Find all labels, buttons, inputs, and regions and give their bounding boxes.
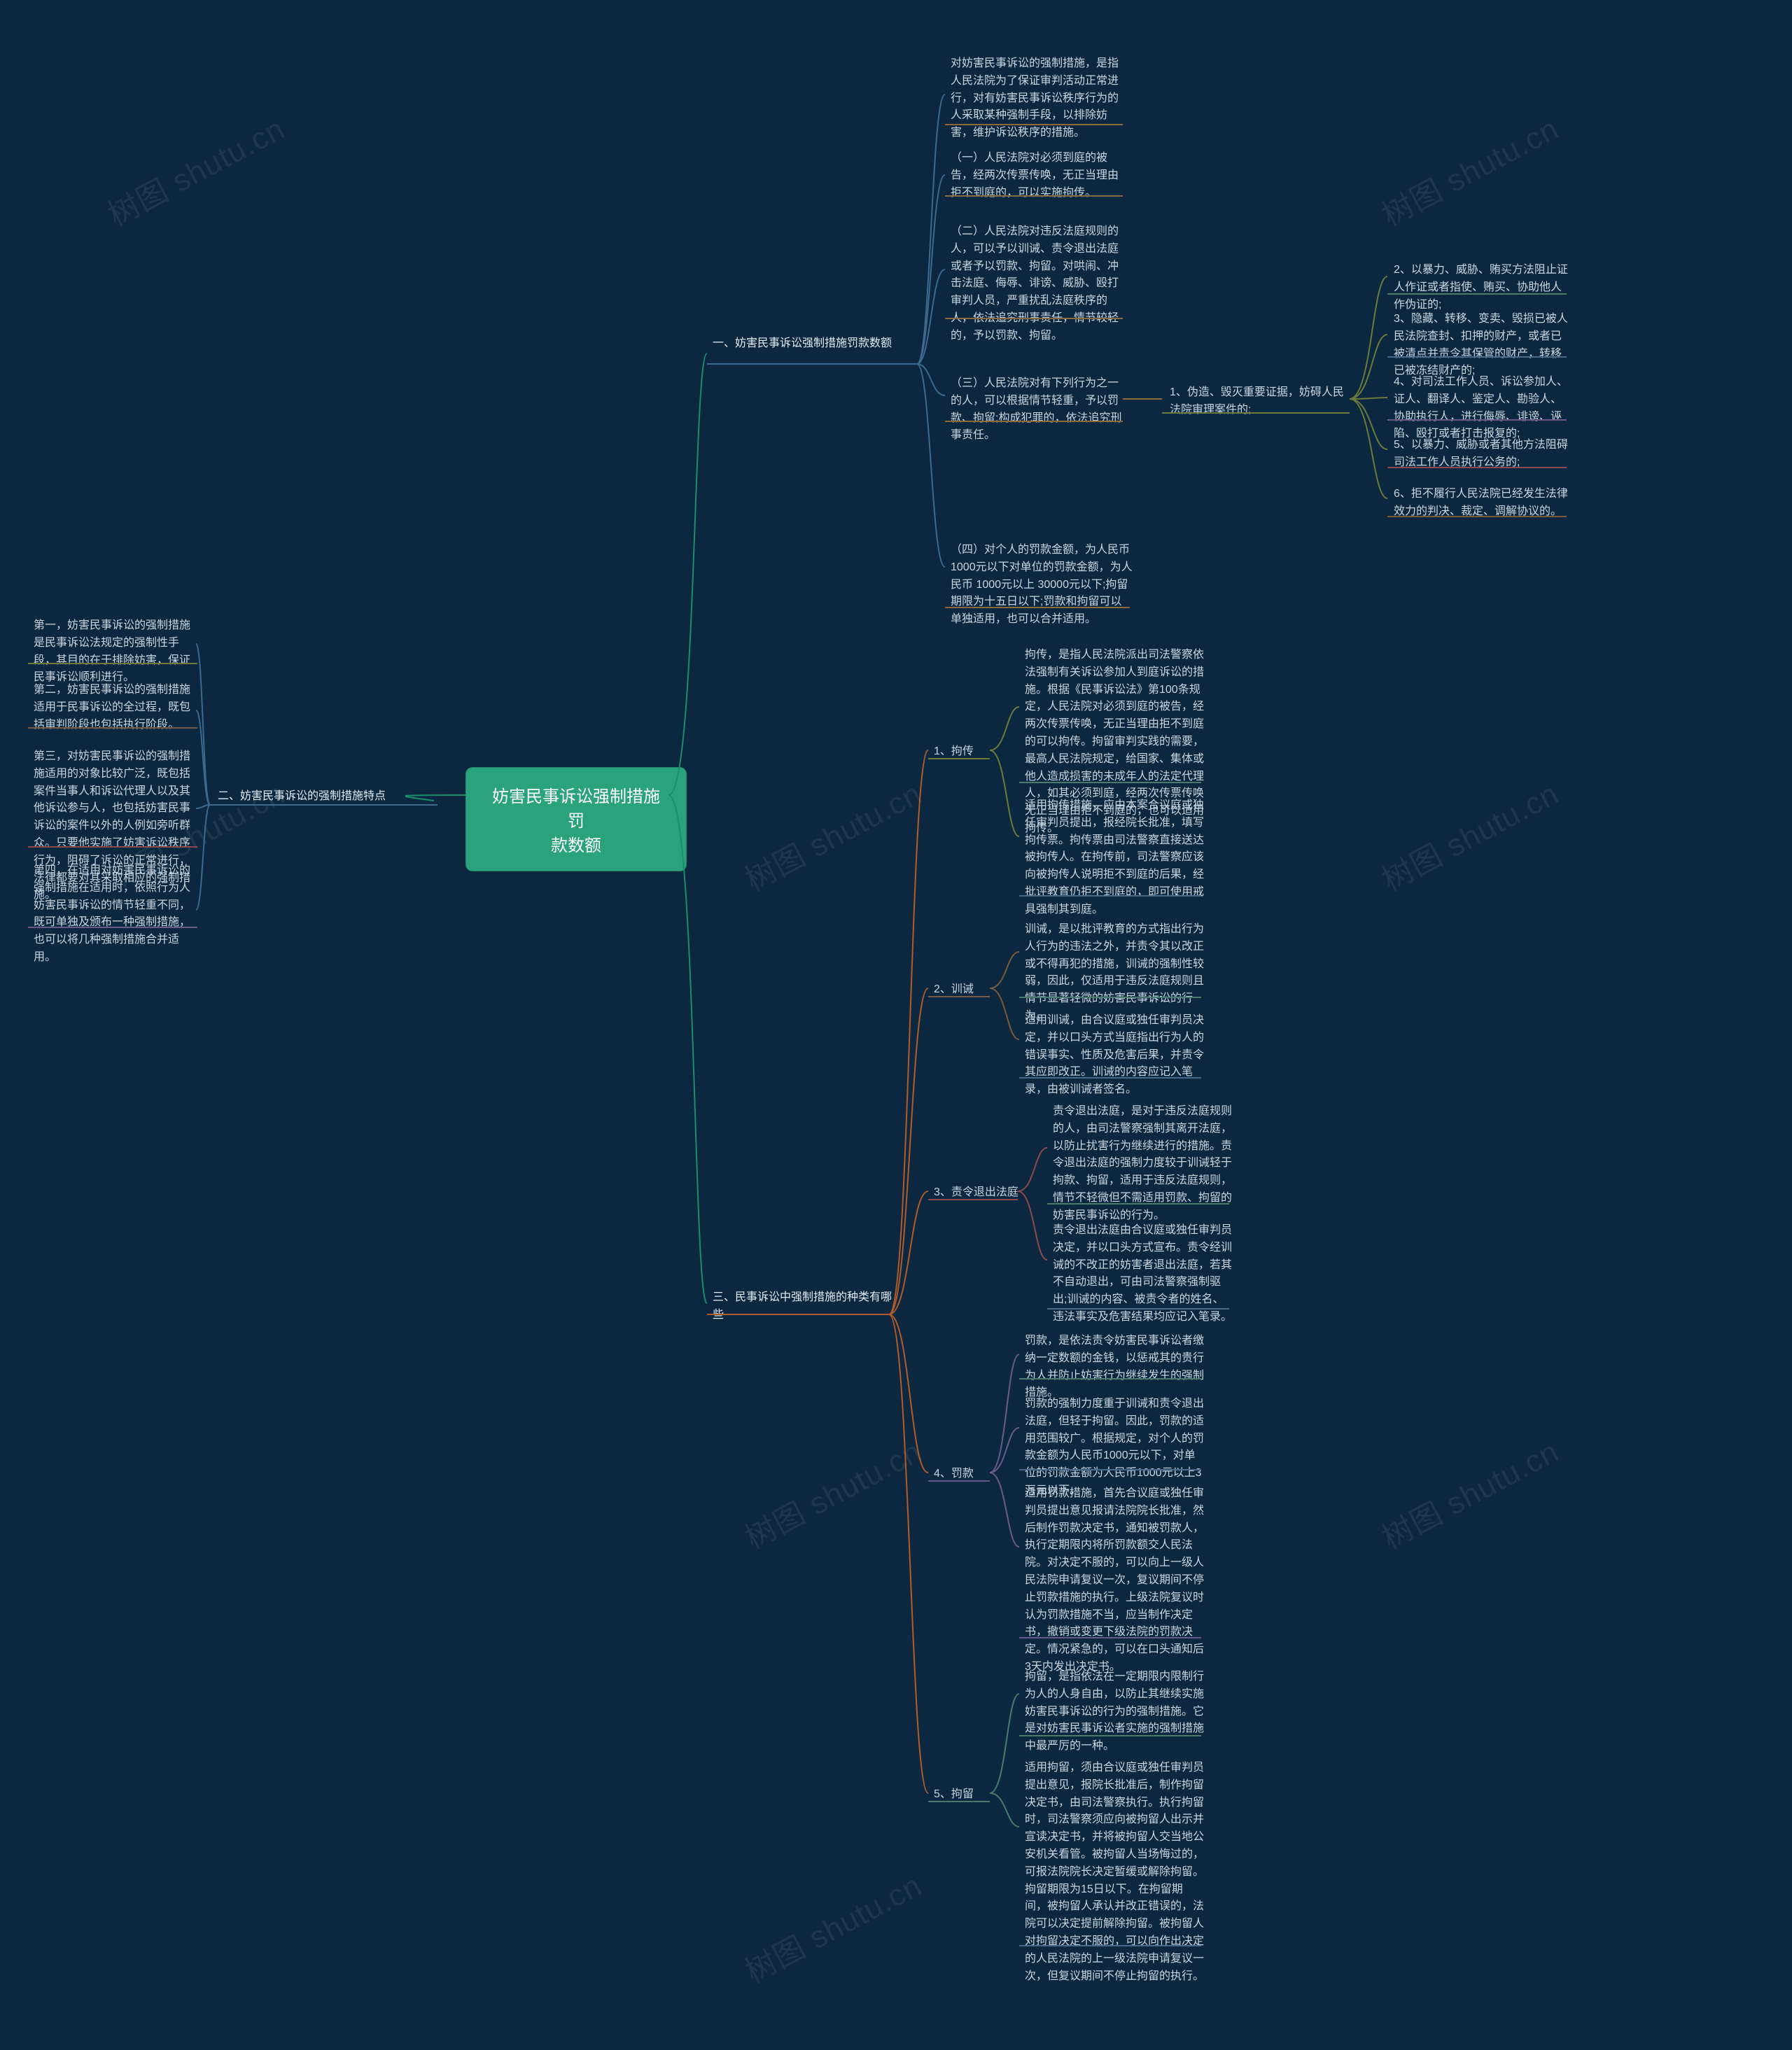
section3-title: 三、民事诉讼中强制措施的种类有哪些 — [708, 1286, 899, 1327]
section1-p3-l5: 5、以暴力、威胁或者其他方法阻碍司法工作人员执行公务的; — [1390, 434, 1573, 475]
section1-p3-head: （三）人民法院对有下列行为之一的人，可以根据情节轻重，予以罚款、拘留;构成犯罪的… — [946, 372, 1130, 447]
section3-i2-label: 2、训诫 — [930, 978, 1001, 1002]
section2-p2: 第二，妨害民事诉讼的强制措施适用于民事诉讼的全过程，既包括审判阶段也包括执行阶段… — [29, 679, 204, 736]
watermark: 树图 shutu.cn — [1373, 104, 1565, 235]
section3-i3-label: 3、责令退出法庭 — [930, 1181, 1029, 1205]
section1-title: 一、妨害民事诉讼强制措施罚款数额 — [708, 332, 927, 356]
watermark: 树图 shutu.cn — [736, 1861, 928, 1992]
mindmap-root: 妨害民事诉讼强制措施罚 款数额 — [465, 767, 687, 871]
section3-i1-b: 适用拘传措施，应由本案合议庭或独任审判员提出，报经院长批准，填写拘传票。拘传票由… — [1021, 794, 1208, 922]
watermark: 树图 shutu.cn — [1373, 769, 1565, 900]
section3-i5-label: 5、拘留 — [930, 1783, 1001, 1806]
section3-i3-b: 责令退出法庭由合议庭或独任审判员决定，并以口头方式宣布。责令经训诫的不改正的妨害… — [1049, 1219, 1236, 1329]
section2-p4: 第四，在适用对妨害民事诉讼的强制措施在适用时，依照行为人妨害民事诉讼的情节轻重不… — [29, 859, 204, 969]
section1-p2: （二）人民法院对违反法庭规则的人，可以予以训诫、责令退出法庭或者予以罚款、拘留。… — [946, 220, 1130, 348]
root-line2: 款数额 — [485, 831, 667, 856]
watermark: 树图 shutu.cn — [99, 104, 291, 235]
section1-p1: （一）人民法院对必须到庭的被告，经两次传票传唤，无正当理由拒不到庭的，可以实施拘… — [946, 147, 1130, 204]
section1-intro: 对妨害民事诉讼的强制措施，是指人民法院为了保证审判活动正常进行，对有妨害民事诉讼… — [946, 52, 1130, 145]
watermark: 树图 shutu.cn — [736, 1427, 928, 1558]
section3-i3-a: 责令退出法庭，是对于违反法庭规则的人，由司法警察强制其离开法庭，以防止扰害行为继… — [1049, 1100, 1236, 1228]
section3-i4-label: 4、罚款 — [930, 1463, 1001, 1486]
section1-p3-sub: 1、伪造、毁灭重要证据，妨碍人民法院审理案件的; — [1166, 381, 1356, 422]
section3-i5-b: 适用拘留，须由合议庭或独任审判员提出意见，报院长批准后，制作拘留决定书，由司法警… — [1021, 1757, 1208, 1988]
watermark: 树图 shutu.cn — [736, 769, 928, 900]
section1-p3-l6: 6、拒不履行人民法院已经发生法律效力的判决、裁定、调解协议的。 — [1390, 483, 1573, 524]
root-line1: 妨害民事诉讼强制措施罚 — [485, 782, 667, 831]
section3-i1-label: 1、拘传 — [930, 740, 1001, 764]
section1-p4: （四）对个人的罚款金额，为人民币1000元以下对单位的罚款金额，为人民币 100… — [946, 539, 1137, 631]
section3-i5-a: 拘留，是指依法在一定期限内限制行为人的人身自由，以防止其继续实施妨害民事诉讼的行… — [1021, 1666, 1208, 1758]
section3-i2-b: 适用训诫，由合议庭或独任审判员决定，并以口头方式当庭指出行为人的错误事实、性质及… — [1021, 1009, 1208, 1102]
section3-i4-c: 适用罚款措施，首先合议庭或独任审判员提出意见报请法院院长批准，然后制作罚款决定书… — [1021, 1482, 1208, 1679]
watermark: 树图 shutu.cn — [1373, 1427, 1565, 1558]
section2-title: 二、妨害民事诉讼的强制措施特点 — [214, 785, 446, 808]
